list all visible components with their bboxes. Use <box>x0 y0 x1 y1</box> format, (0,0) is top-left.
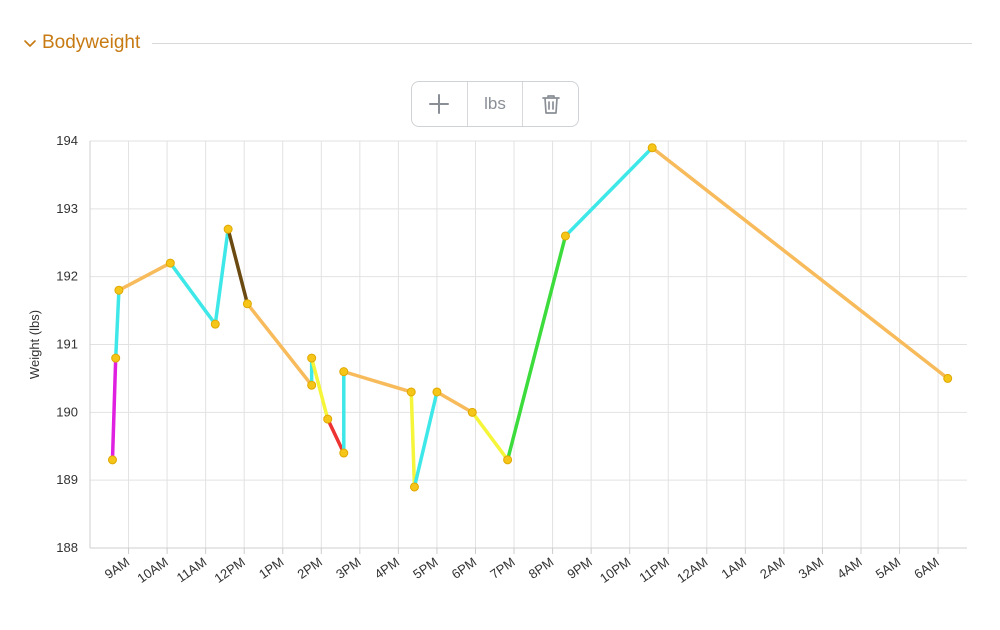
x-tick-label: 12PM <box>211 554 247 586</box>
y-tick-label: 190 <box>56 404 78 419</box>
series-segment <box>245 302 314 387</box>
series-segment <box>412 390 439 489</box>
series-segment <box>505 234 568 462</box>
data-point <box>503 455 513 465</box>
section-header[interactable]: Bodyweight <box>22 28 972 58</box>
x-tick-label: 3PM <box>333 554 364 582</box>
chart-toolbar: lbs <box>411 81 579 127</box>
series-segment <box>650 146 950 381</box>
series-segment <box>113 288 121 360</box>
data-point <box>242 299 252 309</box>
x-tick-label: 10PM <box>597 554 633 586</box>
add-entry-button[interactable] <box>412 82 467 126</box>
delete-button[interactable] <box>522 82 578 126</box>
header-divider <box>152 42 972 44</box>
x-tick-label: 12AM <box>674 554 710 586</box>
plus-icon <box>429 94 450 114</box>
data-point <box>210 319 220 329</box>
series-segment <box>409 390 417 489</box>
x-tick-label: 7PM <box>487 554 518 582</box>
data-point <box>943 373 953 383</box>
data-point <box>647 143 657 153</box>
x-tick-label: 1AM <box>719 554 750 582</box>
data-point <box>560 231 570 241</box>
series-segment <box>117 261 173 292</box>
data-point <box>107 455 117 465</box>
series-segment <box>168 261 218 326</box>
series-segment <box>226 227 250 306</box>
x-tick-label: 6PM <box>449 554 480 582</box>
trash-icon <box>541 95 560 114</box>
series-segment <box>342 369 413 394</box>
data-point <box>406 387 416 397</box>
y-tick-label: 192 <box>56 269 78 284</box>
chevron-down-icon[interactable] <box>22 35 38 51</box>
x-tick-label: 11PM <box>636 554 672 585</box>
series-segment <box>563 146 654 238</box>
x-tick-label: 6AM <box>911 554 942 582</box>
y-axis-title: Weight (lbs) <box>27 310 42 379</box>
x-tick-label: 4AM <box>834 554 865 582</box>
data-point <box>467 407 477 417</box>
x-tick-label: 5PM <box>410 554 441 582</box>
data-point <box>409 482 419 492</box>
data-point <box>223 224 233 234</box>
x-tick-label: 3AM <box>796 554 827 582</box>
x-tick-label: 4PM <box>372 554 403 582</box>
x-tick-label: 5AM <box>873 554 904 582</box>
data-point <box>339 448 349 458</box>
x-tick-label: 2PM <box>295 554 326 582</box>
series-segment <box>309 356 330 421</box>
x-tick-label: 9PM <box>564 554 595 582</box>
series-segment <box>110 356 118 462</box>
y-tick-label: 194 <box>56 133 78 148</box>
data-point <box>111 353 121 363</box>
data-point <box>432 387 442 397</box>
series-segment <box>435 390 475 415</box>
series-segment <box>470 410 510 462</box>
data-point <box>339 367 349 377</box>
x-tick-label: 10AM <box>134 554 170 586</box>
y-tick-label: 191 <box>56 337 78 352</box>
y-tick-label: 188 <box>56 540 78 555</box>
data-point <box>307 353 317 363</box>
x-tick-label: 9AM <box>102 554 133 582</box>
data-point <box>323 414 333 424</box>
data-point <box>307 380 317 390</box>
x-tick-label: 11AM <box>174 554 210 585</box>
series-segment <box>213 227 230 326</box>
x-tick-label: 2AM <box>757 554 788 582</box>
unit-toggle-button[interactable]: lbs <box>466 82 523 126</box>
data-point <box>165 258 175 268</box>
x-tick-label: 8PM <box>526 554 557 582</box>
x-tick-label: 1PM <box>256 554 287 582</box>
section-title[interactable]: Bodyweight <box>42 32 141 53</box>
y-tick-label: 193 <box>56 201 78 216</box>
series-segment <box>325 417 346 455</box>
y-tick-label: 189 <box>56 472 78 487</box>
data-point <box>114 285 124 295</box>
